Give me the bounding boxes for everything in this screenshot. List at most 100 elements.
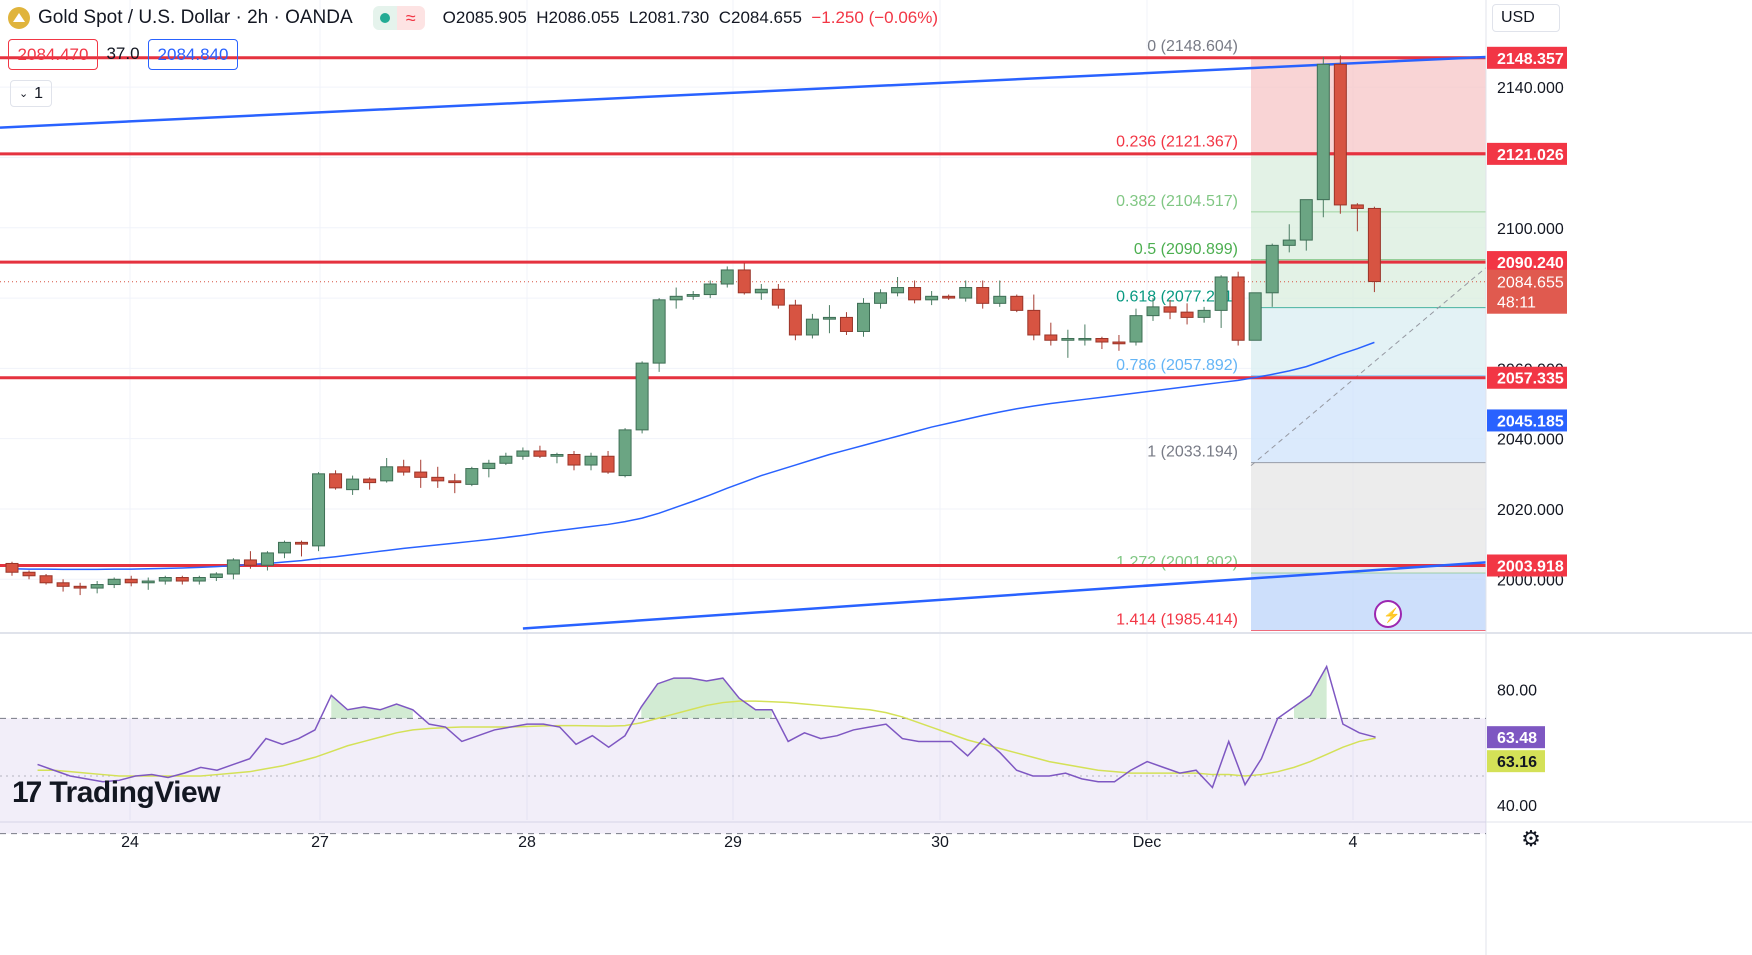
candle (22, 570, 36, 580)
fib-level-label: 0.786 (2057.892) (1116, 357, 1238, 374)
candle-body (141, 580, 155, 584)
ma-price-label: 2045.185 (1497, 413, 1564, 430)
time-tick-label: 29 (724, 834, 742, 851)
candle-body (5, 562, 19, 573)
trendline-upper-channel (0, 55, 1487, 129)
candle-body (754, 288, 768, 294)
candle (959, 280, 973, 302)
candle-body (618, 429, 632, 477)
gold-symbol-icon (8, 7, 30, 29)
candle (1129, 308, 1143, 346)
fib-zone (1251, 572, 1486, 631)
candle-body (1333, 63, 1347, 206)
lightning-glyph: ⚡ (1383, 607, 1400, 624)
price-axis: 2000.0002020.0002040.0002060.0002100.000… (1487, 46, 1567, 815)
fib-trend-line (1250, 267, 1487, 466)
rsi-line (37, 664, 1376, 789)
high-value: H2086.055 (536, 8, 620, 27)
time-axis: 24 27 28 29 30 Dec 4 (121, 834, 1357, 851)
candle (1061, 329, 1075, 358)
candle (805, 313, 819, 339)
fib-zone (1251, 56, 1486, 153)
candle (1112, 334, 1126, 351)
candle (397, 459, 411, 476)
candle-body (431, 476, 445, 482)
candle (39, 574, 53, 585)
level-price-tag (1487, 142, 1567, 165)
candle-body (839, 316, 853, 332)
candle-body (312, 473, 326, 547)
tradingview-mark-icon: 17 (12, 776, 42, 809)
symbol-title[interactable]: Gold Spot / U.S. Dollar · 2h · OANDA (38, 7, 353, 28)
candle (874, 289, 888, 309)
candle (891, 276, 905, 297)
settings-gear-icon[interactable]: ⚙ (1521, 826, 1541, 851)
candle-body (90, 584, 104, 589)
level-price-tag-label: 2090.240 (1497, 255, 1564, 272)
candle (56, 579, 70, 592)
candle-body (192, 577, 206, 582)
candle (839, 312, 853, 335)
rsi-overbought-fill (331, 695, 413, 719)
candle (788, 299, 802, 341)
candle (737, 262, 751, 295)
candle-body (1231, 276, 1245, 341)
candle (277, 540, 291, 559)
last-price-tag (1487, 269, 1567, 314)
candle (73, 582, 87, 596)
candle-body (243, 559, 257, 566)
candle (141, 577, 155, 590)
gridlines (0, 0, 1486, 820)
candle-body (891, 287, 905, 294)
candle (1367, 206, 1381, 293)
interval-toggle[interactable]: ⌄ 1 (10, 80, 52, 107)
candle-body (669, 295, 683, 301)
candle-body (567, 453, 581, 466)
fib-level-label: 0.5 (2090.899) (1134, 241, 1238, 258)
interval-label: 1 (34, 84, 44, 102)
candle (703, 280, 717, 299)
candle-body (942, 295, 956, 299)
candle-body (56, 582, 70, 587)
time-tick-label: 28 (518, 834, 536, 851)
candle-body (175, 577, 189, 582)
candle (1163, 299, 1177, 320)
candle (295, 540, 309, 557)
candle (1231, 271, 1245, 346)
candle-body (277, 541, 291, 554)
candle-body (874, 292, 888, 304)
rsi-value-label: 63.48 (1497, 730, 1537, 747)
buy-price-button[interactable]: 2084.840 (148, 39, 238, 70)
candle-body (124, 578, 138, 584)
currency-selector[interactable]: USD (1492, 4, 1560, 32)
candle-body (363, 478, 377, 484)
candle (669, 287, 683, 309)
candle (5, 561, 19, 576)
fib-level-label: 1.414 (1985.414) (1116, 612, 1238, 629)
rsi-tick-label: 40.00 (1497, 798, 1537, 815)
candle-body (601, 455, 615, 473)
low-value: L2081.730 (628, 8, 710, 27)
candle-body (209, 573, 223, 579)
sell-price-button[interactable]: 2084.470 (8, 39, 98, 70)
bar-countdown-label: 48:11 (1497, 295, 1536, 312)
candle-body (1095, 337, 1109, 343)
spread-value: 37.0 (106, 43, 140, 63)
candle-body (1316, 63, 1330, 201)
candle-body (295, 541, 309, 545)
brand-name: TradingView (49, 776, 221, 809)
candle-body (397, 466, 411, 473)
candle-body (1146, 306, 1160, 317)
candle-body (465, 468, 479, 485)
candle (601, 450, 615, 474)
candle-body (584, 455, 598, 466)
market-status-badge[interactable]: ≈ (372, 6, 425, 30)
candle (260, 551, 274, 571)
candle-body (1350, 204, 1364, 209)
fib-zone (1251, 152, 1486, 212)
change-value: −1.250 (−0.06%) (811, 8, 939, 27)
chevron-down-icon: ⌄ (18, 88, 29, 100)
candle-body (482, 462, 496, 470)
candle-body (516, 450, 530, 457)
